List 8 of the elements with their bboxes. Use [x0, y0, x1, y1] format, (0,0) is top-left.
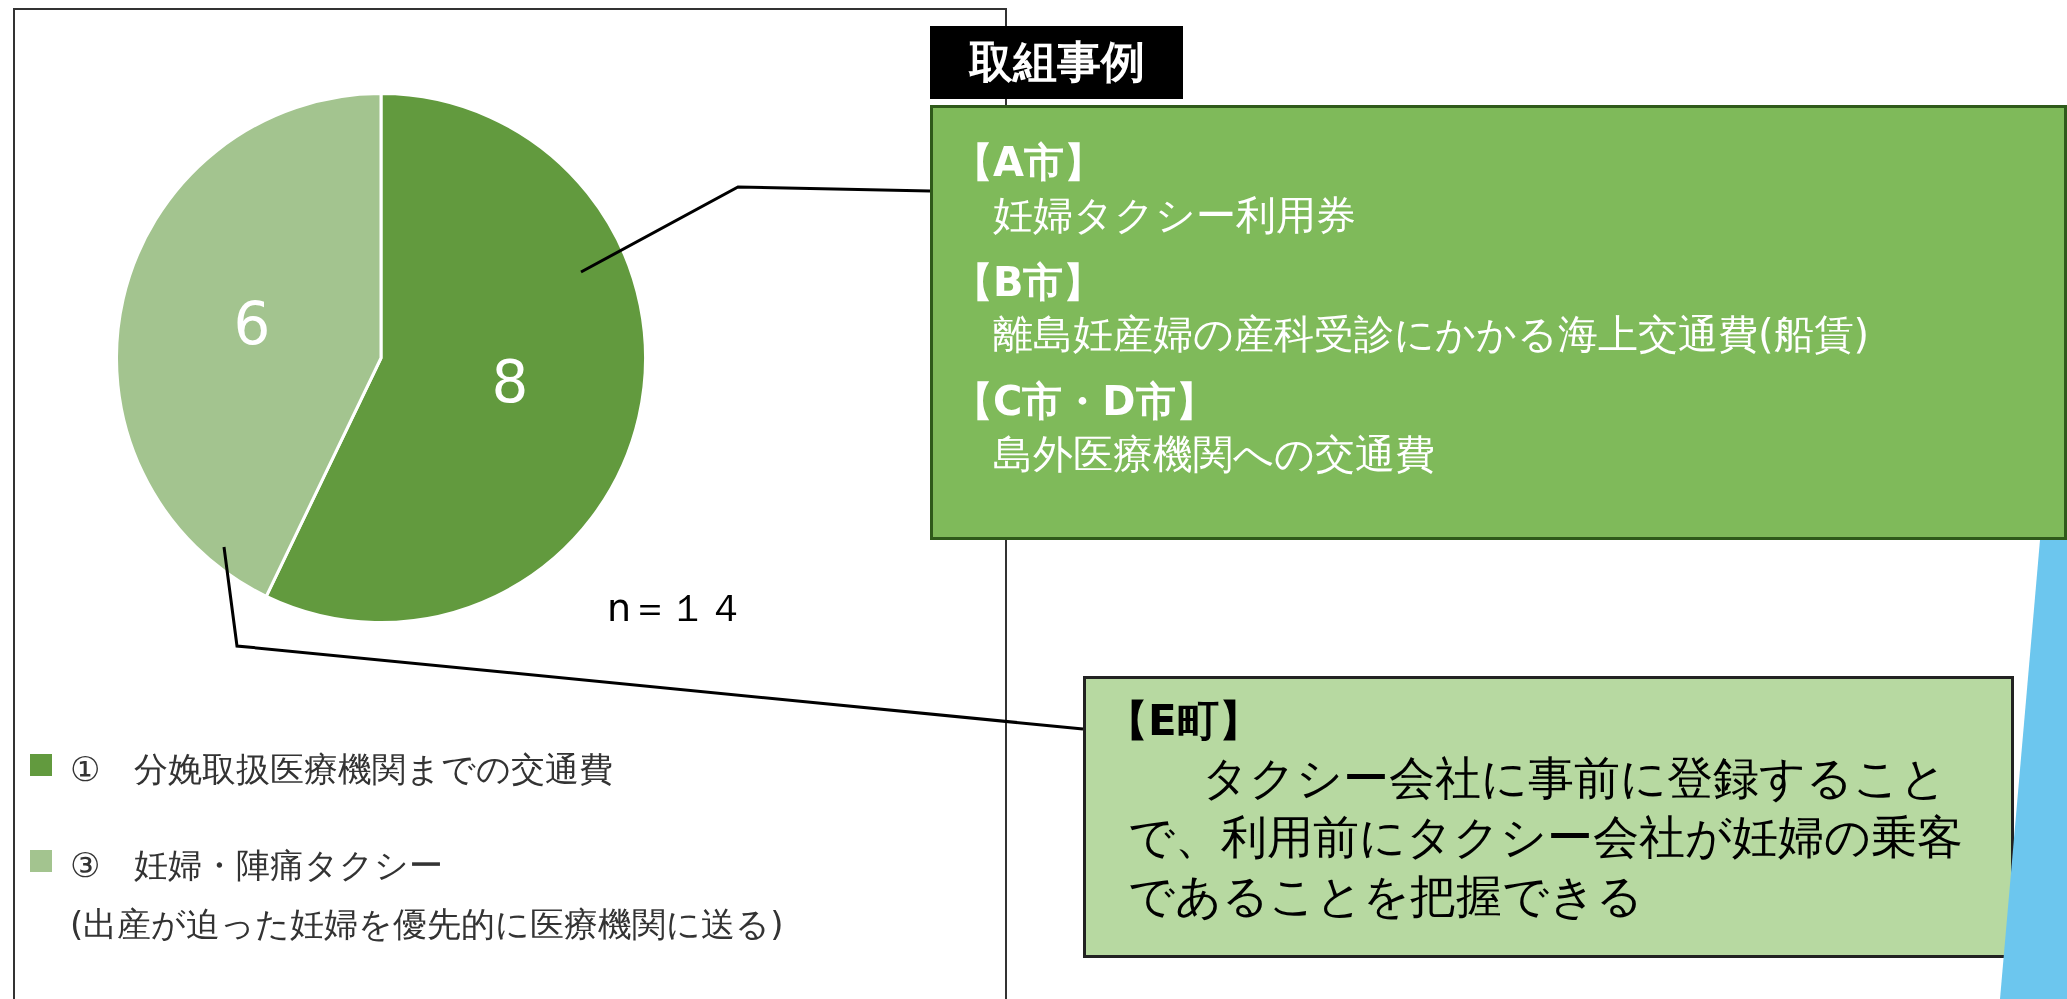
legend-label: ① 分娩取扱医療機関までの交通費 — [70, 748, 614, 791]
text: n＝１４ — [607, 585, 746, 632]
text: 取組事例 — [930, 26, 1183, 99]
data-label: 6 — [233, 289, 271, 358]
data-label: 8 — [491, 348, 529, 417]
callout-box: 【E町】 タクシー会社に事前に登録することで、利用前にタクシー会社が妊婦の乗客であることを把握できる — [1083, 676, 2014, 958]
legend-label: ③ 妊婦・陣痛タクシー (出産が迫った妊婦を優先的に医療機関に送る) — [70, 843, 784, 946]
callout-box: 【A市】 妊婦タクシー利用券 【B市】 離島妊産婦の産科受診にかかる海上交通費(船賃) 【C市・D市】 島外医療機関への交通費 — [930, 105, 2067, 540]
